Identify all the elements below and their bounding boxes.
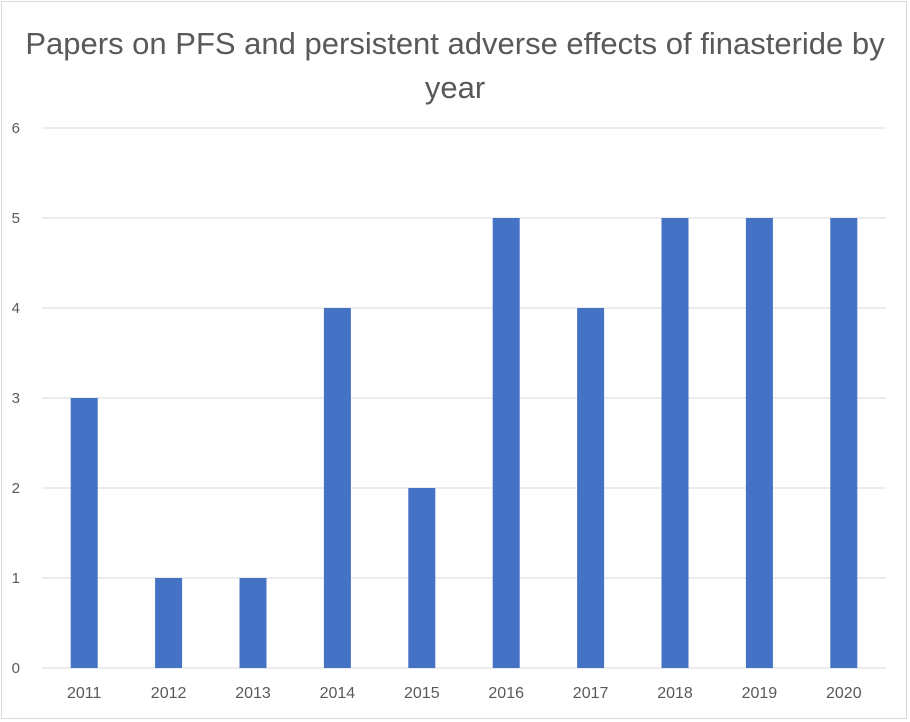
x-category-label: 2013	[235, 685, 271, 702]
y-tick-label: 6	[12, 120, 20, 137]
gridlines	[42, 127, 886, 669]
x-category-label: 2018	[657, 685, 693, 702]
bar-2016	[492, 218, 520, 668]
bar-2020	[830, 218, 858, 668]
bar-2019	[745, 218, 773, 668]
y-tick-label: 1	[12, 570, 20, 587]
x-category-label: 2019	[742, 685, 778, 702]
chart-title: Papers on PFS and persistent adverse eff…	[25, 26, 885, 105]
x-category-label: 2016	[488, 685, 524, 702]
bar-2012	[155, 578, 183, 668]
x-category-label: 2020	[826, 685, 862, 702]
bar-2011	[70, 398, 98, 668]
x-category-label: 2011	[67, 685, 102, 702]
bars	[70, 218, 858, 668]
x-category-label: 2015	[404, 685, 440, 702]
x-category-label: 2017	[573, 685, 609, 702]
bar-2015	[408, 488, 436, 668]
y-tick-label: 4	[12, 300, 20, 317]
bar-2017	[577, 308, 605, 668]
y-tick-label: 3	[12, 390, 20, 407]
y-tick-label: 2	[12, 480, 20, 497]
x-axis-category-labels: 2011 2012 2013 2014 2015 2016 2017 2018 2019 2020	[67, 685, 862, 702]
bar-2014	[323, 308, 351, 668]
y-tick-label: 0	[12, 660, 20, 677]
bar-2013	[239, 578, 267, 668]
bar-2018	[661, 218, 689, 668]
y-axis-tick-labels: 0 1 2 3 4 5 6	[12, 120, 20, 677]
y-tick-label: 5	[12, 210, 20, 227]
x-category-label: 2014	[320, 685, 356, 702]
x-category-label: 2012	[151, 685, 187, 702]
